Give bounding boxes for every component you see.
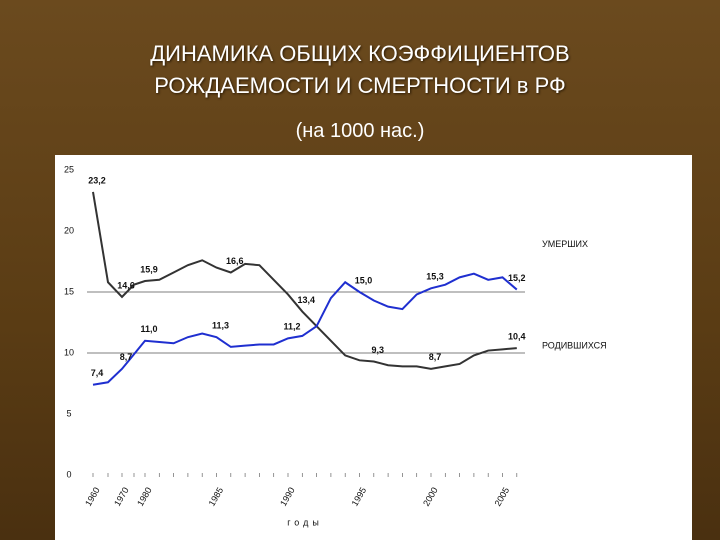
y-tick-label: 10 [64, 347, 74, 357]
data-label: 23,2 [88, 175, 106, 185]
y-tick-label: 0 [66, 469, 71, 479]
data-label: 11,0 [140, 324, 157, 334]
data-label: 16,6 [226, 256, 244, 266]
data-label: 10,4 [508, 331, 526, 341]
x-axis-title: годы [287, 517, 323, 527]
legend-label: РОДИВШИХСЯ [542, 340, 607, 350]
data-label: 15,2 [508, 273, 526, 283]
data-label: 11,3 [212, 321, 229, 331]
slide-subtitle: (на 1000 нас.) [295, 120, 425, 142]
data-label: 15,3 [426, 272, 444, 282]
slide-title: ДИНАМИКА ОБЩИХ КОЭФФИЦИЕНТОВ РОЖДАЕМОСТИ… [150, 41, 570, 98]
y-tick-label: 20 [64, 225, 74, 235]
data-label: 14,6 [117, 280, 135, 290]
y-tick-label: 25 [64, 164, 74, 174]
y-tick-label: 15 [64, 286, 74, 296]
data-label: 7,4 [91, 368, 104, 378]
data-label: 9,3 [372, 345, 385, 355]
y-tick-label: 5 [66, 408, 71, 418]
data-label: 15,9 [140, 264, 158, 274]
series-line [92, 272, 518, 386]
data-label: 15,0 [355, 275, 373, 285]
legend-label: УМЕРШИХ [542, 239, 588, 249]
data-label: 8,7 [429, 352, 442, 362]
data-label: 13,4 [298, 295, 316, 305]
data-label: 11,2 [283, 322, 300, 332]
data-label: 8,7 [120, 352, 133, 362]
series-line [92, 191, 517, 370]
